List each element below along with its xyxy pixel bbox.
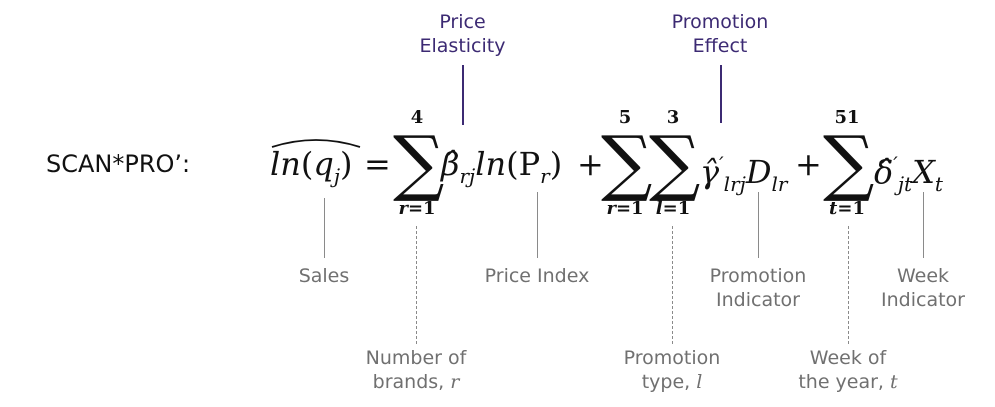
price-elasticity-connector (462, 65, 464, 125)
week-sub: t (934, 172, 943, 196)
promotion-indicator-line1: Promotion (709, 265, 807, 287)
sum2-sigma-icon: ∑ (601, 120, 653, 204)
sum4-lower-var: t (829, 198, 838, 219)
price-var: P (518, 145, 541, 183)
week-of-year-text: the year, (798, 371, 884, 393)
sum1-lower-eq: =1 (407, 198, 436, 219)
promotion-indicator-connector (758, 192, 759, 258)
price-term: β̂rjln(Pr) (441, 145, 563, 188)
sum2-lower: r=1 (595, 199, 655, 219)
number-of-brands-var: r (450, 371, 460, 393)
price-elasticity-label: Price Elasticity (405, 10, 520, 58)
sum4-lower: t=1 (817, 199, 877, 219)
delta-sub: jt (897, 172, 913, 196)
sum1-sigma-icon: ∑ (393, 120, 445, 204)
beta-symbol: β̂ (441, 145, 460, 183)
promotion-type-line1: Promotion (623, 347, 721, 369)
lhs-q: q (313, 145, 334, 183)
equation-lhs: ln(qj) (270, 145, 353, 188)
promotion-type-text: type, (641, 371, 691, 393)
number-of-brands-line2: brands, r (351, 370, 481, 394)
lhs-ln: ln (270, 145, 301, 183)
week-indicator-connector (923, 192, 924, 258)
plus-sign-2: + (795, 145, 822, 183)
hat-icon (271, 139, 361, 148)
week-var: X (912, 153, 935, 191)
sum2-lower-eq: =1 (615, 198, 644, 219)
number-of-brands-label: Number of brands, r (351, 346, 481, 394)
promotion-indicator-line2: Indicator (716, 289, 800, 311)
dummy-sub: lr (771, 172, 788, 196)
promotion-indicator-label: Promotion Indicator (693, 264, 823, 312)
ln-func: ln (475, 145, 507, 183)
lhs-sub: j (333, 164, 341, 188)
sum3-sigma-icon: ∑ (649, 120, 701, 204)
sum1-lower-var: r (398, 198, 408, 219)
sum4-sigma-icon: ∑ (823, 120, 875, 204)
delta-symbol: δ̂ (874, 153, 894, 191)
promotion-term: γ̂′lrjDlr (700, 144, 787, 204)
week-indicator-label: Week Indicator (868, 264, 978, 312)
sum1-upper: 4 (410, 107, 424, 128)
gamma-symbol: γ̂ (700, 153, 720, 191)
sum3-lower: l=1 (643, 199, 703, 219)
promotion-type-var: l (696, 371, 703, 393)
brands-connector (416, 226, 417, 344)
sum4-upper: 51 (834, 107, 860, 128)
sum2-upper: 5 (618, 107, 632, 128)
promotion-type-connector (672, 226, 673, 344)
delta-sup: ′ (893, 152, 898, 176)
sum2-lower-var: r (606, 198, 616, 219)
beta-sub: rj (459, 164, 476, 188)
price-elasticity-line1: Price (439, 11, 486, 33)
sum3-lower-var: l (655, 198, 663, 219)
sum1-lower: r=1 (387, 199, 447, 219)
week-of-year-var: t (890, 371, 898, 393)
promotion-effect-line1: Promotion (671, 11, 769, 33)
price-index-connector (537, 192, 538, 258)
week-of-year-label: Week of the year, t (788, 346, 908, 394)
sum3-upper: 3 (666, 107, 680, 128)
gamma-sub: lrj (723, 172, 746, 196)
promotion-type-line2: type, l (607, 370, 737, 394)
sales-connector (324, 198, 325, 258)
week-of-year-line1: Week of (809, 347, 887, 369)
sales-label: Sales (298, 265, 350, 287)
promotion-effect-connector (720, 65, 722, 123)
price-elasticity-line2: Elasticity (419, 35, 506, 57)
week-of-year-connector (848, 226, 849, 344)
dummy-var: D (745, 153, 772, 191)
equals-sign: = (364, 145, 391, 183)
sum3-lower-eq: =1 (662, 198, 691, 219)
gamma-sup: ′ (719, 152, 724, 176)
number-of-brands-line1: Number of (365, 347, 467, 369)
price-sub: r (540, 164, 550, 188)
week-of-year-line2: the year, t (788, 370, 908, 394)
price-index-label: Price Index (484, 265, 590, 287)
week-indicator-line2: Indicator (881, 289, 965, 311)
week-term: δ̂′jtXt (874, 144, 943, 204)
plus-sign-1: + (577, 145, 604, 183)
promotion-effect-line2: Effect (692, 35, 748, 57)
week-indicator-line1: Week (896, 265, 950, 287)
promotion-type-label: Promotion type, l (607, 346, 737, 394)
model-label: SCAN*PRO’: (46, 150, 191, 178)
promotion-effect-label: Promotion Effect (655, 10, 785, 58)
sum4-lower-eq: =1 (837, 198, 865, 219)
number-of-brands-text: brands, (372, 371, 445, 393)
